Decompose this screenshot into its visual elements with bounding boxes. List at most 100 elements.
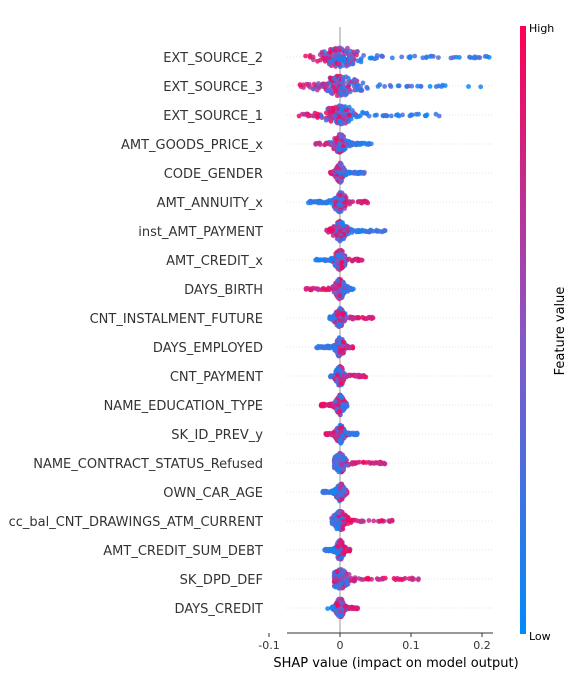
- shap-point: [336, 510, 342, 516]
- shap-point: [338, 133, 344, 139]
- shap-point: [310, 86, 316, 92]
- shap-point: [323, 199, 329, 205]
- shap-point: [341, 289, 347, 295]
- feature-label: CNT_PAYMENT: [170, 370, 263, 385]
- shap-point: [337, 485, 343, 491]
- shap-point: [332, 519, 338, 525]
- shap-point: [336, 453, 342, 459]
- shap-point: [427, 84, 433, 89]
- shap-point: [335, 258, 341, 263]
- shap-point: [345, 462, 351, 468]
- shap-point: [338, 178, 344, 184]
- shap-point: [350, 61, 356, 67]
- shap-point: [337, 318, 343, 323]
- shap-point: [408, 112, 414, 118]
- shap-point: [303, 53, 308, 59]
- shap-point: [335, 80, 340, 85]
- x-axis-label: SHAP value (impact on model output): [273, 656, 518, 671]
- shap-point: [342, 104, 348, 110]
- shap-point: [338, 208, 344, 214]
- feature-label: SK_ID_PREV_y: [171, 428, 263, 443]
- shap-point: [342, 544, 347, 550]
- feature-label: EXT_SOURCE_1: [163, 109, 263, 124]
- shap-point: [337, 147, 343, 153]
- shap-point: [308, 286, 314, 292]
- feature-label: DAYS_BIRTH: [184, 283, 263, 298]
- shap-point: [338, 613, 344, 618]
- shap-point: [336, 366, 342, 372]
- shap-point: [337, 608, 343, 613]
- shap-point: [450, 55, 456, 60]
- shap-point: [473, 55, 478, 61]
- shap-point: [360, 80, 366, 86]
- shap-point: [466, 84, 471, 89]
- shap-point: [337, 142, 342, 148]
- shap-point: [359, 229, 364, 234]
- shap-point: [331, 76, 337, 82]
- shap-point: [332, 113, 338, 119]
- shap-point: [478, 84, 484, 90]
- shap-point: [335, 105, 340, 111]
- shap-point: [338, 393, 343, 399]
- shap-point: [304, 81, 310, 87]
- shap-point: [326, 489, 332, 495]
- shap-point: [347, 286, 353, 291]
- shap-point: [319, 113, 324, 119]
- shap-point: [336, 288, 342, 294]
- shap-point: [354, 87, 360, 93]
- shap-point: [329, 255, 335, 261]
- shap-point: [337, 53, 343, 58]
- shap-point: [358, 200, 364, 206]
- shap-point: [364, 84, 370, 90]
- shap-point: [314, 199, 320, 205]
- shap-point: [331, 604, 337, 610]
- shap-point: [335, 372, 340, 378]
- shap-point: [380, 576, 386, 582]
- shap-point: [358, 59, 364, 65]
- shap-point: [346, 52, 352, 57]
- shap-point: [439, 84, 444, 89]
- shap-point: [347, 517, 353, 523]
- shap-point: [357, 459, 362, 465]
- shap-point: [341, 488, 346, 494]
- shap-point: [341, 236, 347, 242]
- shap-point: [311, 81, 317, 87]
- shap-point: [330, 169, 336, 175]
- shap-point: [356, 373, 362, 379]
- feature-label: OWN_CAR_AGE: [163, 486, 263, 501]
- shap-point: [339, 265, 345, 271]
- shap-point: [335, 602, 340, 608]
- shap-point: [359, 257, 365, 263]
- shap-point: [331, 488, 336, 493]
- shap-point: [341, 550, 347, 556]
- shap-point: [336, 409, 342, 414]
- shap-point: [329, 317, 335, 323]
- shap-point: [322, 287, 327, 293]
- shap-point: [366, 518, 372, 523]
- shap-point: [336, 45, 342, 51]
- shap-point: [335, 402, 341, 408]
- shap-point: [337, 336, 343, 342]
- shap-point: [388, 113, 394, 119]
- shap-point: [325, 606, 330, 611]
- shap-point: [337, 541, 343, 547]
- beeswarm-points: [296, 45, 492, 620]
- shap-point: [365, 576, 371, 582]
- shap-point: [318, 57, 323, 63]
- shap-point: [316, 140, 322, 146]
- shap-point: [336, 61, 342, 67]
- shap-point: [323, 117, 329, 123]
- shap-point: [399, 54, 405, 60]
- x-axis-ticks: -0.1 0 0.1 0.2: [258, 633, 491, 652]
- shap-point: [303, 286, 309, 291]
- shap-point: [351, 83, 357, 89]
- shap-point: [339, 462, 345, 467]
- shap-point: [418, 83, 424, 89]
- shap-point: [335, 253, 341, 259]
- shap-point: [336, 582, 342, 588]
- shap-point: [347, 345, 353, 350]
- shap-point: [361, 171, 367, 177]
- shap-point: [356, 576, 362, 581]
- shap-point: [349, 227, 354, 233]
